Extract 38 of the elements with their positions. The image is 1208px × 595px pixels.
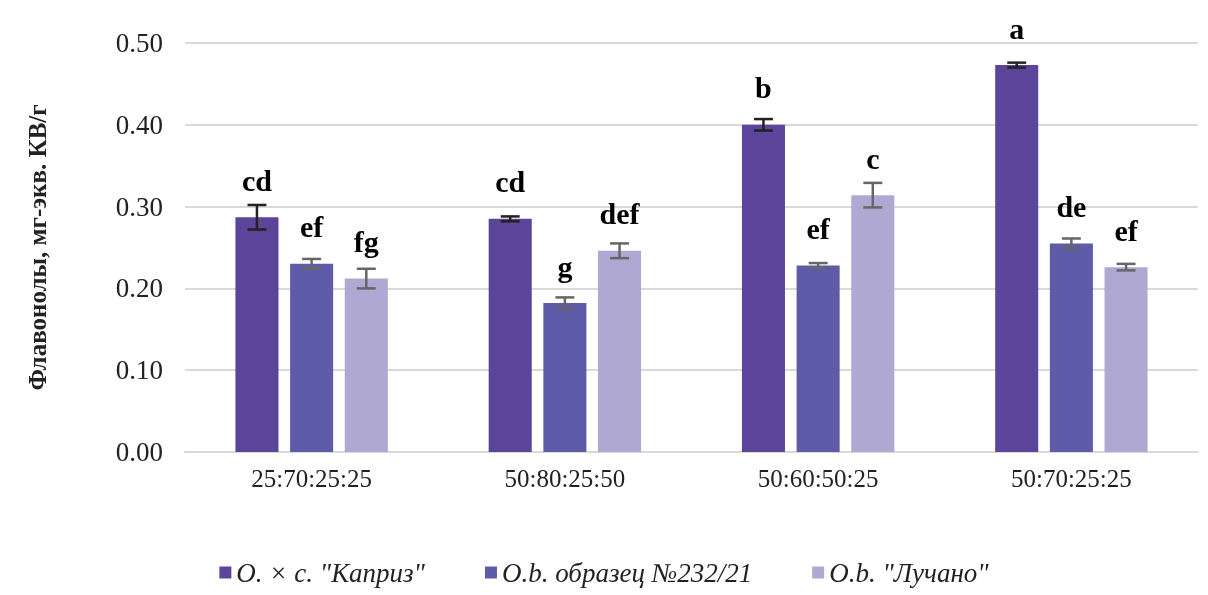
y-tick-label: 0.00 — [115, 437, 163, 467]
x-tick-label: 50:60:50:25 — [757, 465, 879, 492]
data-label: c — [866, 141, 880, 175]
y-tick-label: 0.30 — [115, 191, 163, 222]
data-label: ef — [806, 212, 831, 245]
data-label: ef — [1114, 213, 1139, 247]
data-label: a — [1009, 11, 1025, 45]
data-label: def — [599, 197, 641, 231]
legend-label: O. × c. "Каприз" — [236, 557, 426, 588]
y-tick-label: 0.10 — [115, 355, 163, 386]
bar — [235, 217, 279, 452]
bar — [851, 195, 895, 452]
data-label: fg — [353, 225, 379, 259]
bar — [995, 65, 1039, 452]
y-tick-label: 0.50 — [115, 28, 163, 58]
data-label: b — [755, 71, 772, 105]
bar — [1049, 243, 1093, 452]
bar — [488, 218, 532, 452]
bar — [543, 303, 587, 452]
data-label: g — [557, 249, 573, 283]
x-tick-label: 50:80:25:50 — [504, 465, 626, 492]
y-axis-title: Флавонолы, мг-экв. КВ/г — [24, 104, 51, 391]
bar — [741, 124, 785, 452]
bar — [598, 250, 642, 452]
x-tick-label: 50:70:25:25 — [1010, 465, 1132, 492]
data-label: ef — [299, 210, 325, 244]
legend-label: O.b. "Лучано" — [829, 557, 990, 588]
x-tick-label: 25:70:25:25 — [251, 465, 373, 492]
bar — [290, 263, 334, 452]
data-label: de — [1056, 189, 1087, 223]
data-label: cd — [241, 163, 273, 197]
data-label: cd — [495, 165, 526, 199]
y-tick-label: 0.20 — [115, 273, 163, 304]
y-tick-label: 0.40 — [115, 109, 163, 140]
bar — [1104, 267, 1148, 452]
bar — [344, 278, 388, 452]
legend-label: O.b. образец №232/21 — [501, 557, 753, 588]
bar — [796, 265, 840, 452]
